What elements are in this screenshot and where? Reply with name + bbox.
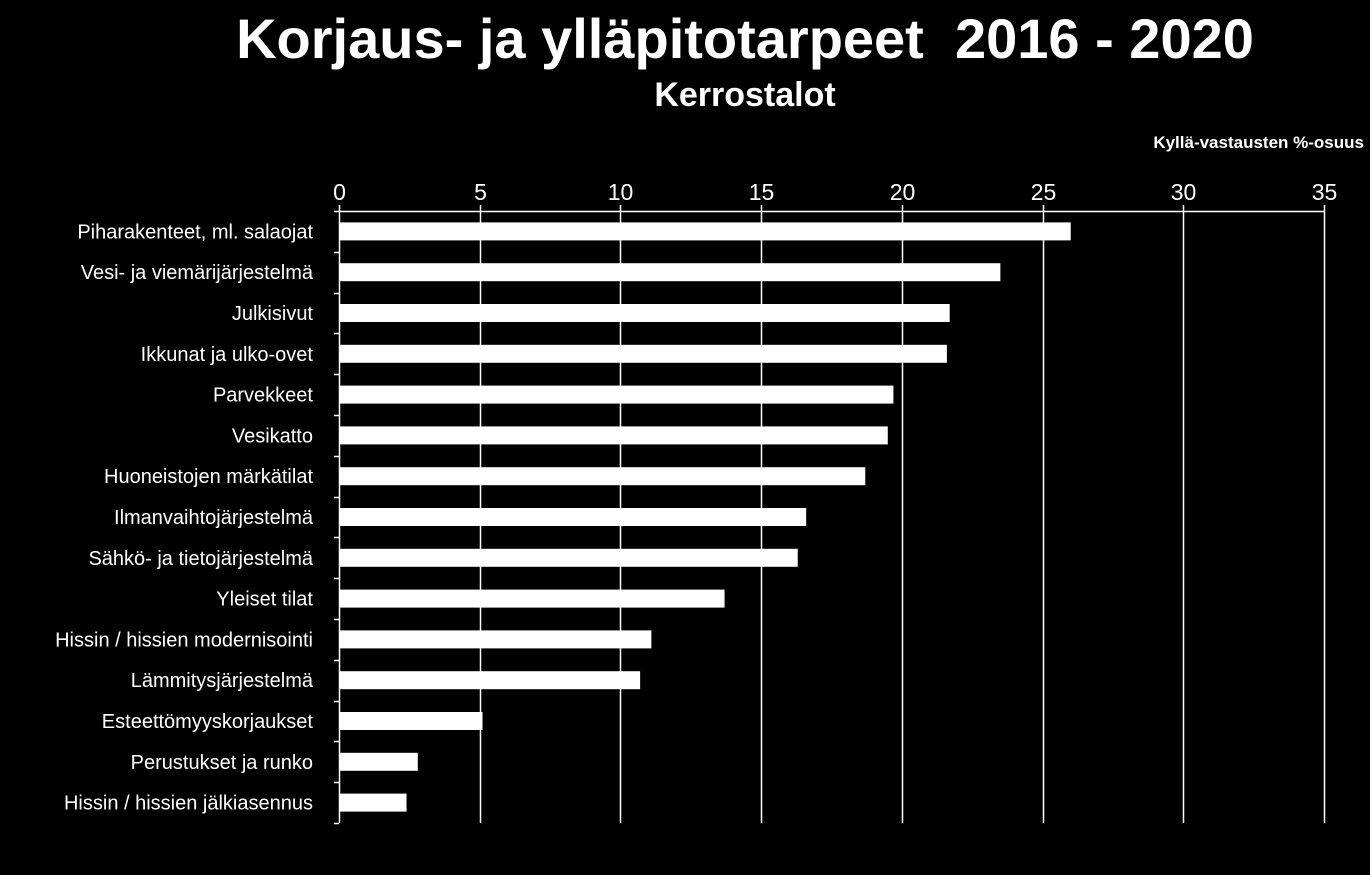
bar <box>340 548 798 567</box>
category-label: Huoneistojen märkätilat <box>104 466 313 488</box>
x-tick-labels: 0 5 10 15 20 25 30 35 <box>333 179 1337 205</box>
x-tick-label: 25 <box>1031 179 1057 205</box>
x-tick-label: 5 <box>474 179 487 205</box>
category-labels: Piharakenteet, ml. salaojat Vesi- ja viem… <box>55 221 314 814</box>
bar <box>340 467 866 486</box>
category-label: Vesi- ja viemärijärjestelmä <box>81 262 314 284</box>
bar <box>340 385 894 404</box>
x-tick-label: 20 <box>890 179 916 205</box>
category-label: Parvekkeet <box>213 385 313 407</box>
x-tick-label: 35 <box>1312 179 1338 205</box>
bar <box>340 630 652 649</box>
x-tick-label: 0 <box>333 179 346 205</box>
category-label: Julkisivut <box>232 303 314 325</box>
x-tick-label: 10 <box>608 179 634 205</box>
x-tick-label: 15 <box>749 179 775 205</box>
x-axis-label: Kyllä-vastausten %-osuus <box>1153 133 1364 152</box>
category-label: Vesikatto <box>232 425 313 447</box>
chart-subtitle: Kerrostalot <box>654 76 836 114</box>
bar <box>340 222 1071 241</box>
bar <box>340 589 725 608</box>
bar <box>340 426 888 445</box>
category-label: Esteettömyyskorjaukset <box>102 711 314 733</box>
bar <box>340 712 483 730</box>
category-label: Hissin / hissien modernisointi <box>55 629 313 651</box>
category-label: Hissin / hissien jälkiasennus <box>64 793 313 815</box>
bar <box>340 304 950 322</box>
category-label: Yleiset tilat <box>216 589 313 611</box>
category-label: Piharakenteet, ml. salaojat <box>77 221 313 243</box>
category-label: Sähkö- ja tietojärjestelmä <box>88 548 313 570</box>
category-label: Lämmitysjärjestelmä <box>131 670 314 692</box>
bar <box>340 671 641 690</box>
axes <box>334 205 1326 825</box>
bars <box>340 222 1071 812</box>
bar <box>340 508 807 526</box>
chart-title: Korjaus- ja ylläpitotarpeet 2016 - 2020 <box>236 7 1254 70</box>
bar <box>340 752 418 771</box>
category-label: Ilmanvaihtojärjestelmä <box>114 507 314 529</box>
category-label: Ikkunat ja ulko-ovet <box>141 344 314 366</box>
bar <box>340 793 407 812</box>
bar <box>340 344 947 363</box>
category-label: Perustukset ja runko <box>131 752 313 774</box>
bar <box>340 263 1001 282</box>
x-tick-label: 30 <box>1171 179 1197 205</box>
